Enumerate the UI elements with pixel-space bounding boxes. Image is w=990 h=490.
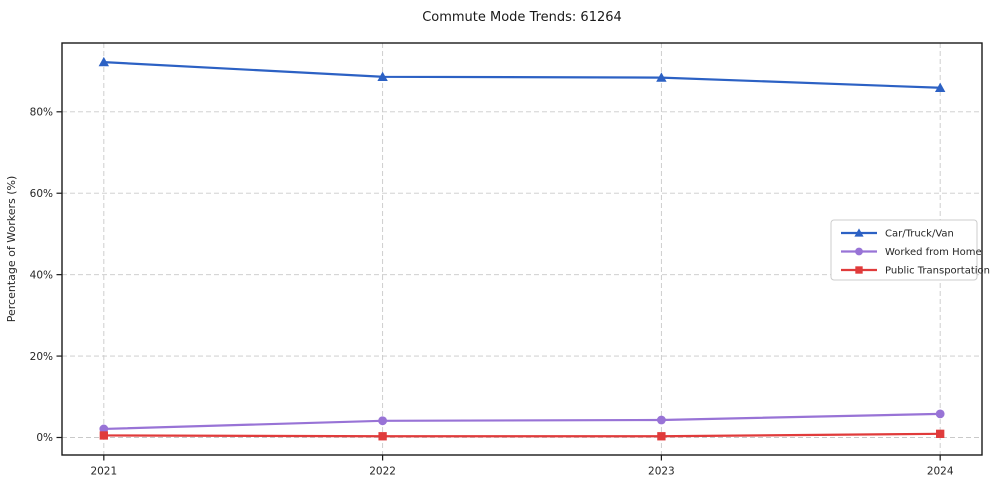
y-tick-label: 60% <box>30 188 53 200</box>
legend-marker-worked-from-home <box>855 247 863 256</box>
chart-title: Commute Mode Trends: 61264 <box>422 10 622 25</box>
ticks: 2021 2022 2023 2024 0% 20% 40% 60% 80% <box>30 107 954 478</box>
marker-car-truck-van-2021 <box>98 56 110 67</box>
y-tick-label: 20% <box>30 351 53 363</box>
legend-item-worked-from-home: Worked from Home <box>841 247 982 258</box>
marker-worked-from-home-2022 <box>378 416 388 426</box>
y-tick-label: 40% <box>30 269 53 281</box>
legend-label-worked-from-home: Worked from Home <box>885 247 982 258</box>
marker-worked-from-home-2024 <box>935 409 945 419</box>
legend-item-public-transportation: Public Transportation <box>841 266 990 277</box>
legend-box <box>830 219 978 281</box>
legend-label-public-transportation: Public Transportation <box>885 266 990 277</box>
marker-public-transportation-2022 <box>378 432 387 441</box>
legend-marker-car-truck-van <box>854 228 864 237</box>
x-tick-label: 2023 <box>648 466 675 478</box>
marker-worked-from-home-2023 <box>656 415 666 425</box>
marker-public-transportation-2024 <box>936 429 945 438</box>
marker-worked-from-home-2021 <box>99 424 109 434</box>
marker-car-truck-van-2022 <box>377 71 388 81</box>
series-line-car-truck-van <box>102 61 942 89</box>
y-tick-label: 80% <box>30 107 53 119</box>
y-tick-label: 0% <box>36 432 53 444</box>
y-axis-label: Percentage of Workers (%) <box>5 176 18 323</box>
marker-car-truck-van-2023 <box>656 72 667 82</box>
plot-area: 2021 2022 2023 2024 0% 20% 40% 60% 80% Car/Truck/… <box>30 42 990 478</box>
series-public-transportation <box>99 429 945 441</box>
series-line-worked-from-home <box>102 412 942 431</box>
legend-marker-public-transportation <box>855 266 863 274</box>
series-worked-from-home <box>99 409 945 434</box>
legend-label-car-truck-van: Car/Truck/Van <box>885 229 954 240</box>
legend: Car/Truck/Van Worked from Home Public Tran… <box>830 219 990 281</box>
series-car-truck-van <box>98 56 946 92</box>
marker-public-transportation-2021 <box>99 431 108 440</box>
plot-border <box>61 42 983 456</box>
x-tick-label: 2021 <box>90 466 117 478</box>
marker-public-transportation-2023 <box>657 432 666 441</box>
series-line-public-transportation <box>102 432 942 438</box>
gridlines <box>62 43 982 455</box>
marker-car-truck-van-2024 <box>934 82 946 92</box>
x-tick-label: 2024 <box>927 466 954 478</box>
x-tick-label: 2022 <box>369 466 396 478</box>
legend-item-car-truck-van: Car/Truck/Van <box>841 228 954 240</box>
